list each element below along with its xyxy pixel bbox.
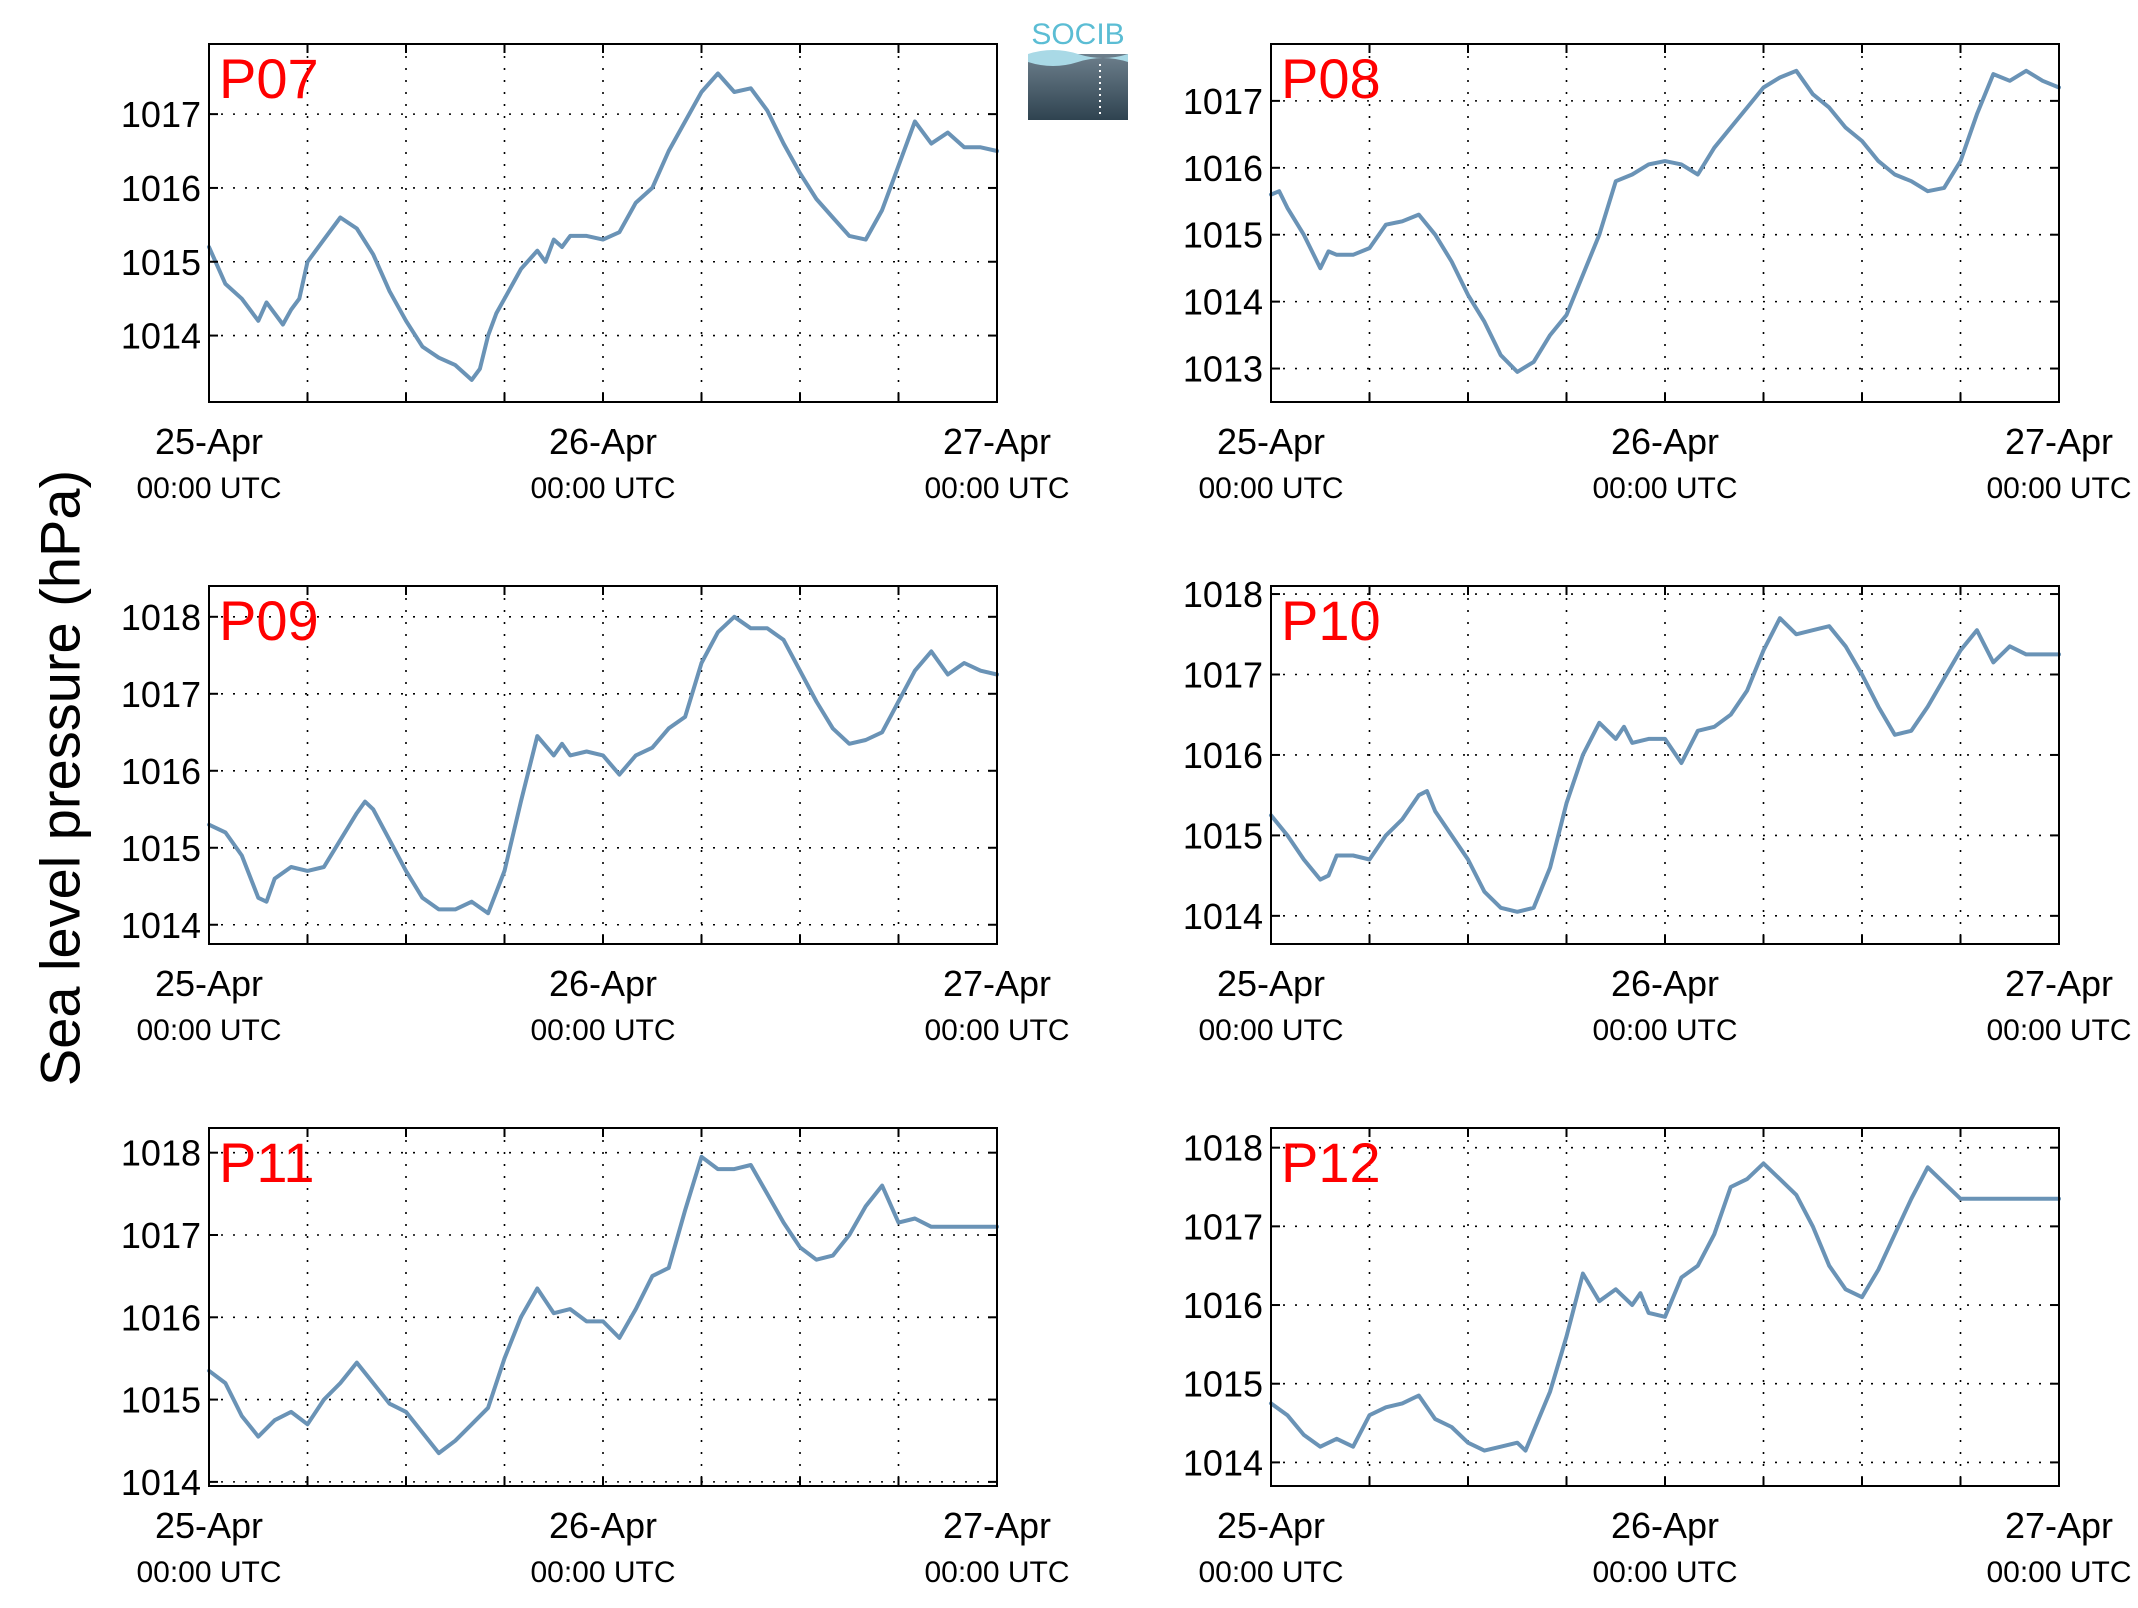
y-tick-label: 1018	[1183, 1128, 1263, 1169]
x-tick-label-time: 00:00 UTC	[530, 1556, 675, 1589]
x-tick-label-time: 00:00 UTC	[1592, 472, 1737, 505]
x-tick-label-time: 00:00 UTC	[924, 1556, 1069, 1589]
panel-p07: 1014 1015 1016 1017 25-Apr 00:00 UTC 26-Apr 00:…	[121, 43, 1070, 505]
y-tick-label: 1016	[121, 168, 201, 209]
panel-p10: 1014 1015 1016 1017 1018 25-Apr 00:00 UTC 26-Ap…	[1183, 574, 2132, 1047]
panel-p11: 1014 1015 1016 1017 1018 25-Apr 00:00 UTC 26-Ap…	[121, 1127, 1070, 1589]
pressure-series-line	[207, 614, 999, 916]
x-tick-label-date: 25-Apr	[1217, 421, 1325, 462]
x-tick-label-date: 25-Apr	[155, 963, 263, 1004]
x-tick-label-date: 26-Apr	[549, 421, 657, 462]
x-tick-label-date: 25-Apr	[1217, 1505, 1325, 1546]
x-tick-label-time: 00:00 UTC	[1986, 1014, 2131, 1047]
x-tick-label-date: 25-Apr	[155, 1505, 263, 1546]
pressure-series-line	[207, 71, 999, 382]
y-tick-label: 1016	[121, 1297, 201, 1338]
y-tick-label: 1014	[1183, 1442, 1263, 1483]
y-tick-label: 1017	[1183, 654, 1263, 695]
x-tick-label-date: 26-Apr	[1611, 1505, 1719, 1546]
panel-title: P10	[1281, 589, 1381, 652]
y-tick-label: 1018	[121, 597, 201, 638]
x-tick-label-time: 00:00 UTC	[1198, 1014, 1343, 1047]
x-tick-label-time: 00:00 UTC	[924, 1014, 1069, 1047]
pressure-series-line	[1269, 1161, 2061, 1453]
y-tick-label: 1015	[1183, 815, 1263, 856]
y-tick-label: 1014	[121, 1462, 201, 1503]
axes-frame	[208, 43, 998, 403]
x-tick-label-time: 00:00 UTC	[1986, 472, 2131, 505]
pressure-series-line	[1269, 68, 2061, 374]
x-tick-label-date: 27-Apr	[943, 1505, 1051, 1546]
x-tick-label-time: 00:00 UTC	[136, 1556, 281, 1589]
x-tick-label-date: 27-Apr	[2005, 963, 2113, 1004]
x-tick-label-date: 26-Apr	[1611, 421, 1719, 462]
y-tick-label: 1016	[1183, 735, 1263, 776]
panel-p09: 1014 1015 1016 1017 1018 25-Apr 00:00 UTC 26-Ap…	[121, 585, 1070, 1047]
panel-title: P09	[219, 589, 319, 652]
y-tick-label: 1017	[121, 94, 201, 135]
panel-p08: 1013 1014 1015 1016 1017 25-Apr 00:00 UTC 26-Ap…	[1183, 43, 2132, 505]
x-tick-label-time: 00:00 UTC	[1198, 472, 1343, 505]
x-tick-label-date: 26-Apr	[1611, 963, 1719, 1004]
panel-p12: 1014 1015 1016 1017 1018 25-Apr 00:00 UTC 26-Ap…	[1183, 1127, 2132, 1589]
logo-text: SOCIB	[1031, 18, 1124, 51]
y-tick-label: 1018	[1183, 574, 1263, 615]
y-tick-label: 1017	[121, 1215, 201, 1256]
y-tick-label: 1016	[1183, 1285, 1263, 1326]
y-axis-label: Sea level pressure (hPa)	[28, 469, 92, 1087]
axes-frame	[1270, 585, 2060, 945]
y-tick-label: 1015	[121, 242, 201, 283]
y-tick-label: 1017	[1183, 1206, 1263, 1247]
x-tick-label-time: 00:00 UTC	[530, 472, 675, 505]
x-tick-label-time: 00:00 UTC	[1198, 1556, 1343, 1589]
y-tick-label: 1017	[121, 674, 201, 715]
panel-title: P07	[219, 47, 319, 110]
x-tick-label-date: 27-Apr	[943, 963, 1051, 1004]
x-tick-label-date: 26-Apr	[549, 1505, 657, 1546]
y-tick-label: 1014	[1183, 282, 1263, 323]
x-tick-label-date: 27-Apr	[2005, 1505, 2113, 1546]
y-tick-label: 1014	[121, 316, 201, 357]
x-tick-label-date: 26-Apr	[549, 963, 657, 1004]
panel-title: P11	[219, 1131, 314, 1194]
x-tick-label-time: 00:00 UTC	[1592, 1014, 1737, 1047]
pressure-series-line	[1269, 616, 2061, 914]
x-tick-label-time: 00:00 UTC	[136, 1014, 281, 1047]
axes-frame	[208, 1127, 998, 1487]
x-tick-label-time: 00:00 UTC	[1592, 1556, 1737, 1589]
x-tick-label-date: 25-Apr	[1217, 963, 1325, 1004]
y-tick-label: 1015	[1183, 215, 1263, 256]
x-tick-label-date: 25-Apr	[155, 421, 263, 462]
y-tick-label: 1015	[121, 1380, 201, 1421]
panel-title: P08	[1281, 47, 1381, 110]
x-tick-label-date: 27-Apr	[2005, 421, 2113, 462]
socib-logo: SOCIB	[1028, 18, 1128, 120]
logo-wave	[1028, 50, 1128, 66]
y-axis-label-container: Sea level pressure (hPa)	[0, 0, 120, 1608]
x-tick-label-time: 00:00 UTC	[530, 1014, 675, 1047]
y-tick-label: 1017	[1183, 81, 1263, 122]
y-tick-label: 1015	[121, 828, 201, 869]
y-tick-label: 1018	[121, 1133, 201, 1174]
y-tick-label: 1016	[121, 751, 201, 792]
y-tick-label: 1013	[1183, 349, 1263, 390]
x-tick-label-time: 00:00 UTC	[136, 472, 281, 505]
x-tick-label-date: 27-Apr	[943, 421, 1051, 462]
y-tick-label: 1016	[1183, 148, 1263, 189]
y-tick-label: 1014	[1183, 896, 1263, 937]
pressure-series-line	[207, 1154, 999, 1456]
x-tick-label-time: 00:00 UTC	[1986, 1556, 2131, 1589]
axes-frame	[208, 585, 998, 945]
y-tick-label: 1014	[121, 905, 201, 946]
y-tick-label: 1015	[1183, 1364, 1263, 1405]
panel-title: P12	[1281, 1131, 1381, 1194]
x-tick-label-time: 00:00 UTC	[924, 472, 1069, 505]
